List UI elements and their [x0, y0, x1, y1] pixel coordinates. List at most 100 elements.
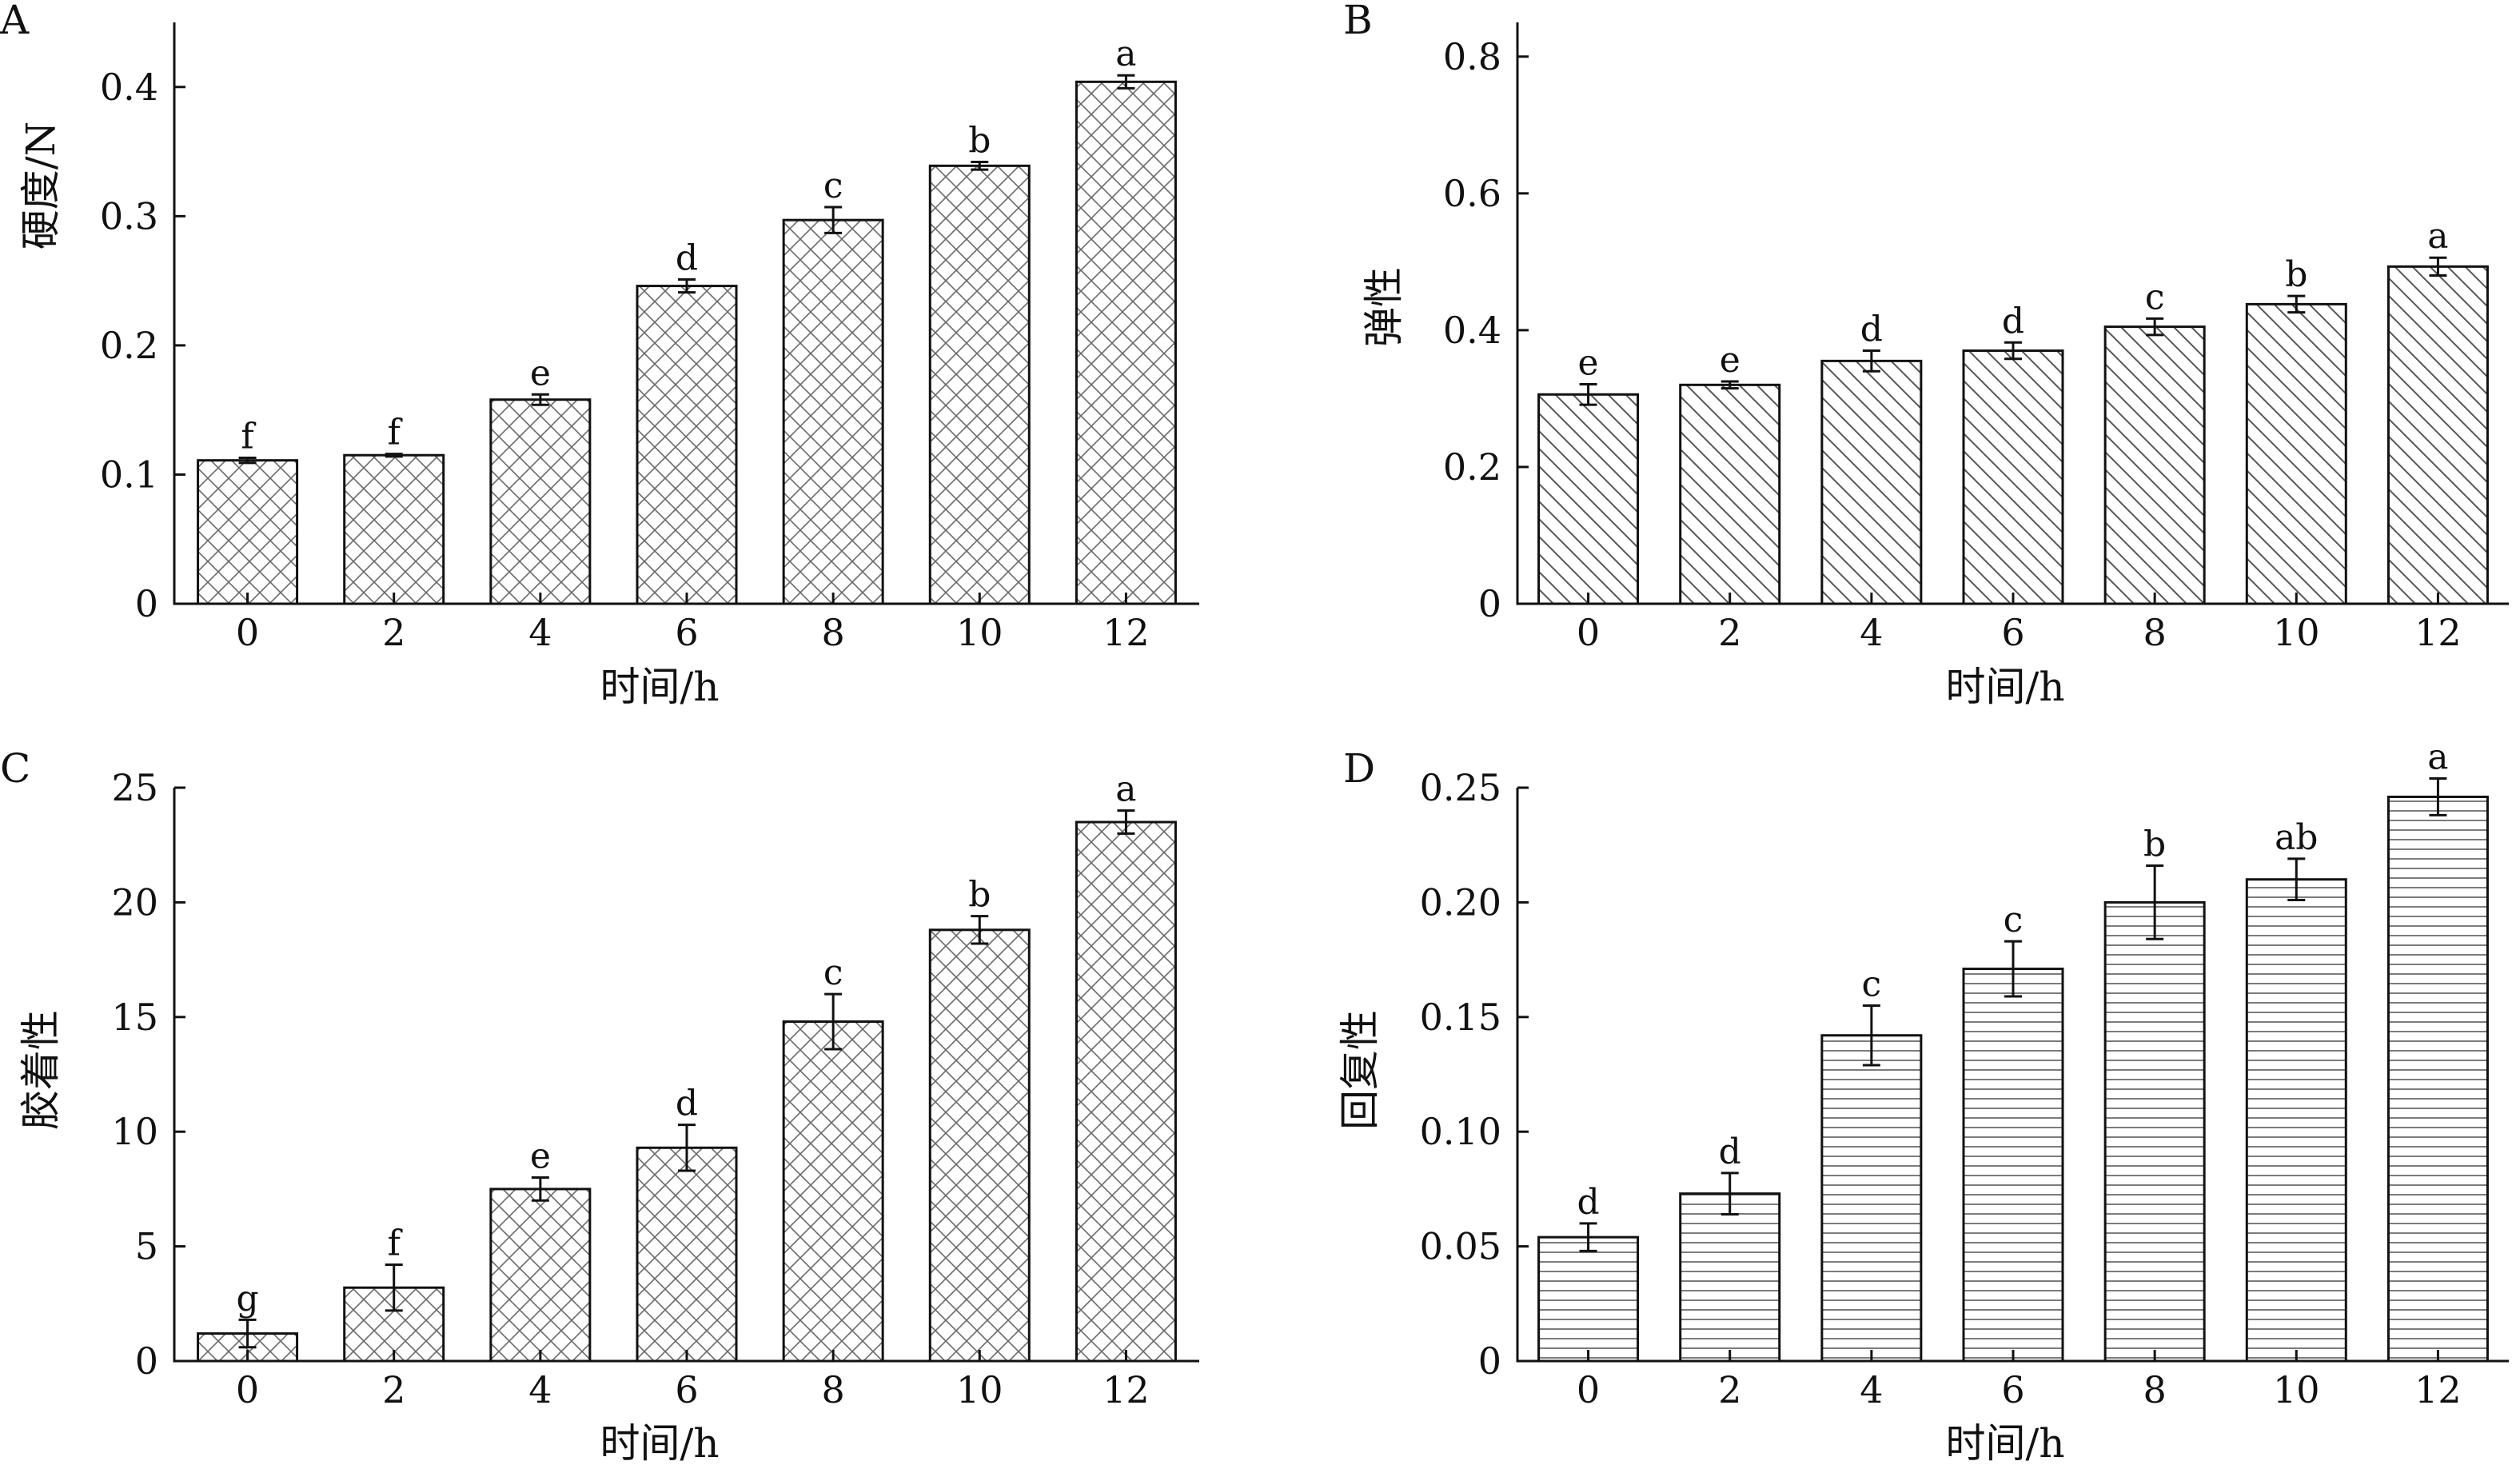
chart-panel-a: A 硬度/N 时间/h f f e d c b a 0 0.1 0.2 0.3 0.4 0 2 4 6 8 10 1… [0, 0, 1199, 710]
x-axis-title: 时间/h [600, 1420, 719, 1467]
y-axis-title: 弹性 [1361, 267, 1407, 347]
bar [343, 453, 445, 605]
y-tick-label: 0.8 [1443, 35, 1501, 78]
x-tick-label: 2 [1718, 1368, 1741, 1411]
significance-label: e [1720, 340, 1740, 381]
significance-label: a [1115, 34, 1136, 74]
x-tick-label: 12 [2414, 611, 2462, 654]
significance-label: ab [2275, 817, 2318, 858]
x-tick-label: 8 [822, 1368, 845, 1411]
x-axis-title: 时间/h [600, 664, 719, 710]
x-tick-label: 12 [1102, 1368, 1150, 1411]
x-tick-label: 10 [2273, 611, 2320, 654]
significance-label: e [530, 353, 551, 393]
x-tick-label: 0 [236, 611, 259, 654]
significance-label: f [388, 1224, 403, 1264]
y-tick-label: 0 [135, 1339, 158, 1383]
significance-label: d [676, 238, 698, 278]
x-axis-title: 时间/h [1945, 664, 2064, 710]
y-tick-label: 0.10 [1420, 1110, 1501, 1153]
x-tick-label: 8 [2143, 611, 2167, 654]
significance-label: d [2002, 301, 2024, 341]
y-tick-label: 0.05 [1420, 1225, 1501, 1268]
x-tick-label: 4 [1860, 1368, 1883, 1411]
bar [1820, 1034, 1923, 1363]
y-tick-label: 0.4 [100, 66, 158, 109]
y-tick-label: 10 [111, 1110, 158, 1153]
bar [2245, 878, 2347, 1363]
bar [1962, 349, 2064, 605]
significance-label: d [1860, 309, 1883, 350]
y-tick-label: 0 [1478, 1339, 1501, 1383]
bar [1679, 383, 1781, 605]
bar [928, 928, 1031, 1363]
y-axis-title: 胶着性 [18, 1010, 64, 1130]
bar [782, 218, 884, 605]
chart-panel-c: C 胶着性 时间/h g f e d c b a 0 5 10 15 20 25 0 2 4 6 8 10 12 [0, 745, 1199, 1467]
bar [489, 1188, 592, 1363]
bar [636, 285, 738, 605]
significance-label: c [2004, 900, 2024, 940]
panel-letter: D [1343, 745, 1375, 792]
significance-label: f [241, 416, 256, 457]
bar [1537, 393, 1640, 605]
bar [1075, 820, 1177, 1363]
bar [636, 1146, 738, 1363]
y-tick-label: 5 [135, 1225, 158, 1268]
significance-label: d [676, 1084, 698, 1124]
bar [2103, 900, 2206, 1363]
significance-label: a [2427, 737, 2448, 778]
y-tick-label: 0.6 [1443, 172, 1501, 215]
panel-letter: C [0, 745, 30, 792]
significance-label: d [1577, 1182, 1599, 1223]
x-tick-label: 10 [956, 1368, 1003, 1411]
significance-label: c [2145, 277, 2165, 317]
bar [1820, 359, 1923, 605]
x-tick-label: 6 [2001, 1368, 2024, 1411]
y-tick-label: 0.1 [100, 453, 158, 496]
x-tick-label: 10 [956, 611, 1003, 654]
x-tick-label: 4 [528, 1368, 552, 1411]
y-tick-label: 25 [111, 766, 158, 809]
bar [2386, 265, 2489, 605]
panel-letter: A [0, 0, 30, 43]
significance-label: a [1115, 769, 1136, 810]
x-tick-label: 4 [1860, 611, 1883, 654]
significance-label: c [823, 952, 843, 993]
x-tick-label: 6 [675, 1368, 698, 1411]
x-tick-label: 8 [2143, 1368, 2167, 1411]
chart-panel-d: D 回复性 时间/h d d c c b ab a 0 0.05 0.10 0.15 0.20 0.25… [1337, 737, 2509, 1467]
y-tick-label: 0.2 [100, 324, 158, 367]
bar [1679, 1192, 1781, 1363]
panel-letter: B [1343, 0, 1373, 43]
x-tick-label: 12 [1102, 611, 1150, 654]
x-axis-title: 时间/h [1945, 1420, 2064, 1467]
y-tick-label: 0.4 [1443, 309, 1501, 352]
bar [197, 459, 299, 605]
x-tick-label: 0 [236, 1368, 259, 1411]
y-tick-label: 0 [135, 582, 158, 625]
x-tick-label: 2 [1718, 611, 1741, 654]
x-tick-label: 12 [2414, 1368, 2462, 1411]
bar [782, 1020, 884, 1363]
y-tick-label: 0.25 [1420, 766, 1501, 809]
bar [2103, 325, 2206, 605]
x-tick-label: 4 [528, 611, 552, 654]
significance-label: a [2427, 216, 2448, 257]
x-tick-label: 8 [822, 611, 845, 654]
x-tick-label: 10 [2273, 1368, 2320, 1411]
significance-label: d [1719, 1132, 1741, 1172]
x-tick-label: 6 [675, 611, 698, 654]
significance-label: c [1862, 964, 1882, 1004]
bar [2245, 302, 2347, 605]
bar [1962, 968, 2064, 1363]
y-axis-title: 回复性 [1337, 1010, 1383, 1130]
y-tick-label: 0.15 [1420, 996, 1501, 1039]
x-tick-label: 2 [382, 611, 405, 654]
significance-label: b [2143, 824, 2166, 865]
significance-label: b [968, 120, 991, 161]
bar [928, 164, 1031, 605]
y-tick-label: 15 [111, 996, 158, 1039]
significance-label: e [530, 1136, 551, 1177]
significance-label: b [2285, 254, 2307, 295]
